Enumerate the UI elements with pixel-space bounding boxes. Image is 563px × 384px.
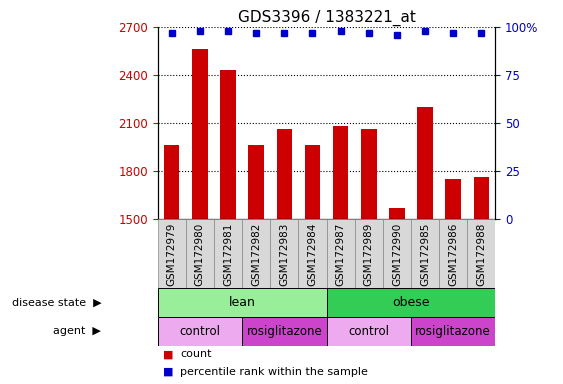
Bar (158, 219, 186, 288)
Text: GSM172981: GSM172981 (223, 222, 233, 286)
Text: rosiglitazone: rosiglitazone (247, 325, 322, 338)
Text: GSM172990: GSM172990 (392, 222, 402, 286)
Text: GSM172986: GSM172986 (448, 222, 458, 286)
Bar (389, 208, 405, 219)
Bar (192, 49, 208, 219)
Bar (305, 145, 320, 219)
Bar (327, 219, 355, 288)
Bar (186, 219, 214, 288)
Text: obese: obese (392, 296, 430, 309)
Bar (242, 317, 327, 346)
Bar (445, 179, 461, 219)
Text: agent  ▶: agent ▶ (53, 326, 101, 336)
Bar (333, 126, 348, 219)
Bar (473, 177, 489, 219)
Bar (158, 317, 242, 346)
Bar (355, 219, 383, 288)
Bar (327, 317, 411, 346)
Bar (158, 288, 327, 317)
Text: GSM172985: GSM172985 (420, 222, 430, 286)
Bar (327, 288, 495, 317)
Text: GSM172983: GSM172983 (279, 222, 289, 286)
Bar (439, 219, 467, 288)
Text: ■: ■ (163, 349, 174, 359)
Bar (467, 219, 495, 288)
Bar (383, 219, 411, 288)
Bar (417, 107, 433, 219)
Text: GSM172988: GSM172988 (476, 222, 486, 286)
Text: GSM172989: GSM172989 (364, 222, 374, 286)
Text: GSM172982: GSM172982 (251, 222, 261, 286)
Text: count: count (180, 349, 212, 359)
Text: rosiglitazone: rosiglitazone (415, 325, 491, 338)
Bar (411, 219, 439, 288)
Text: control: control (348, 325, 389, 338)
Bar (220, 70, 236, 219)
Bar (270, 219, 298, 288)
Bar (298, 219, 327, 288)
Text: GSM172980: GSM172980 (195, 222, 205, 286)
Bar (214, 219, 242, 288)
Text: GSM172979: GSM172979 (167, 222, 177, 286)
Bar (361, 129, 377, 219)
Text: GSM172984: GSM172984 (307, 222, 318, 286)
Bar (164, 145, 180, 219)
Text: control: control (180, 325, 220, 338)
Text: disease state  ▶: disease state ▶ (12, 297, 101, 308)
Text: percentile rank within the sample: percentile rank within the sample (180, 367, 368, 377)
Text: GSM172987: GSM172987 (336, 222, 346, 286)
Text: ■: ■ (163, 367, 174, 377)
Bar (248, 145, 264, 219)
Bar (242, 219, 270, 288)
Bar (411, 317, 495, 346)
Title: GDS3396 / 1383221_at: GDS3396 / 1383221_at (238, 9, 415, 25)
Text: lean: lean (229, 296, 256, 309)
Bar (276, 129, 292, 219)
